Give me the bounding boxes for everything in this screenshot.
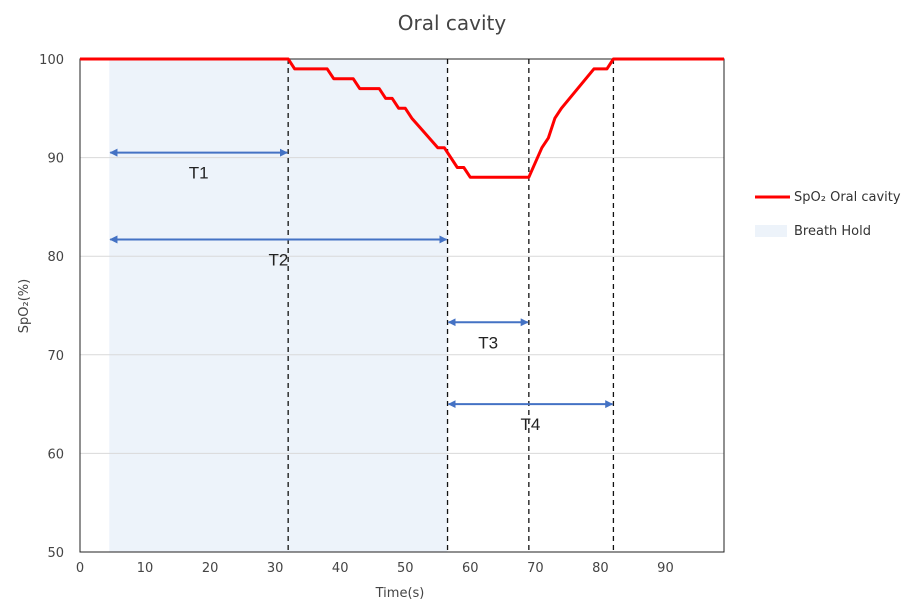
plot-frame	[79, 58, 725, 553]
x-tick-label: 50	[397, 561, 414, 576]
plot-area: 50 60 70 80 90 100 0 10 20 30 40 50 60 70 80 90 T1 T2 T3 T4	[39, 53, 725, 576]
x-tick-label: 20	[202, 561, 219, 576]
interval-label-t3: T3	[478, 333, 498, 352]
y-tick-label: 70	[47, 349, 64, 364]
x-tick-label: 70	[527, 561, 544, 576]
y-tick-label: 80	[47, 250, 64, 265]
y-tick-label: 90	[47, 152, 64, 167]
y-tick-label: 50	[47, 546, 64, 561]
x-tick-label: 0	[76, 561, 84, 576]
x-tick-label: 80	[592, 561, 609, 576]
interval-label-t2: T2	[268, 250, 288, 269]
x-tick-label: 90	[657, 561, 674, 576]
x-tick-label: 60	[462, 561, 479, 576]
x-tick-label: 30	[267, 561, 284, 576]
legend-label-spo2: SpO₂ Oral cavity	[794, 190, 901, 205]
breath-hold-band	[109, 59, 448, 552]
chart-title: Oral cavity	[398, 11, 507, 35]
interval-label-t1: T1	[189, 164, 209, 183]
y-axis-label: SpO₂(%)	[17, 279, 32, 333]
x-axis-label: Time(s)	[375, 586, 425, 600]
interval-label-t4: T4	[521, 415, 541, 434]
x-tick-label: 40	[332, 561, 349, 576]
legend-label-breath-hold: Breath Hold	[794, 224, 871, 239]
series-line-spo2	[80, 57, 724, 179]
legend: SpO₂ Oral cavity Breath Hold	[755, 190, 901, 239]
legend-swatch-breath-hold	[755, 225, 787, 237]
y-tick-label: 100	[39, 53, 64, 68]
x-tick-label: 10	[137, 561, 154, 576]
y-tick-label: 60	[47, 447, 64, 462]
